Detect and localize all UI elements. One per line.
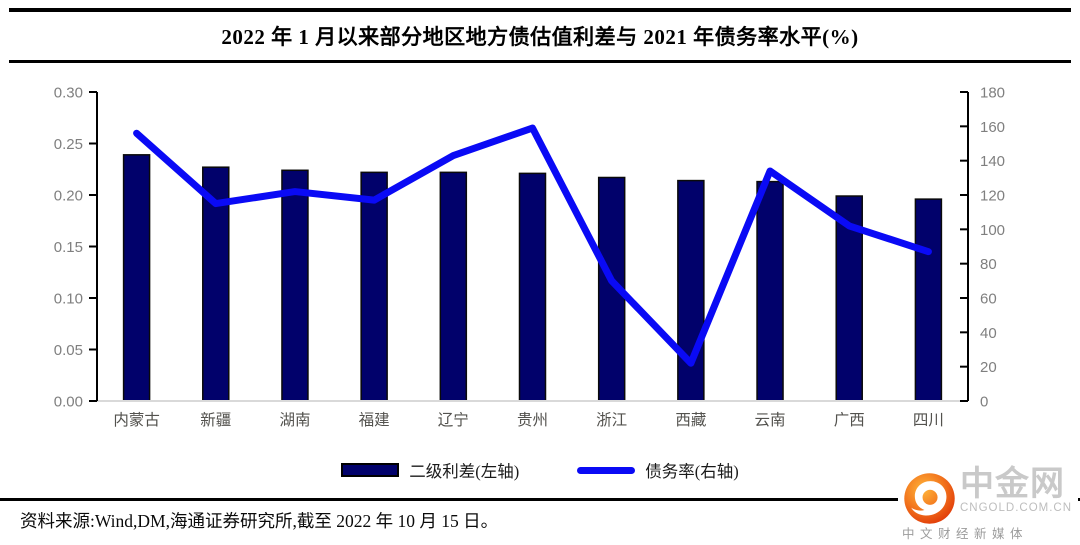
debt-ratio-line [133,124,932,367]
cngold-logo: 中金网 CNGOLD.COM.CN 中文财经新媒体 [898,466,1078,544]
logo-domain: CNGOLD.COM.CN [960,502,1073,514]
category-label: 广西 [834,411,865,429]
right-axis-tick-label: 60 [980,291,997,308]
category-label: 浙江 [596,411,627,429]
legend-label-spread: 二级利差(左轴) [409,462,520,481]
chart-title: 2022 年 1 月以来部分地区地方债估值利差与 2021 年债务率水平(%) [221,25,859,49]
legend-label-debt-ratio: 债务率(右轴) [645,462,739,481]
bar [122,154,151,402]
line-swatch-icon [577,466,636,474]
left-axis-tick-label: 0.15 [54,239,83,256]
right-axis-tick-label: 160 [980,119,1005,136]
category-label: 西藏 [675,411,706,429]
category-label: 湖南 [279,411,310,429]
bar [914,198,943,402]
left-axis-tick-label: 0.00 [54,394,83,411]
title-bar: 2022 年 1 月以来部分地区地方债估值利差与 2021 年债务率水平(%) [9,8,1071,63]
logo-tagline: 中文财经新媒体 [902,527,1029,541]
right-axis-tick-label: 100 [980,222,1005,239]
logo-text-column: 中金网 CNGOLD.COM.CN [960,466,1072,515]
logo-title: 中金网 [960,465,1065,503]
category-label: 贵州 [517,411,548,429]
right-axis-tick-label: 140 [980,153,1005,170]
left-axis-tick-label: 0.25 [54,136,83,153]
cngold-flame-icon [904,473,955,524]
footer-divider [0,498,1080,501]
legend-item-debt-ratio: 债务率(右轴) [577,458,739,482]
category-label: 云南 [755,411,786,429]
bar [518,172,547,402]
bar [281,169,309,402]
bar [677,179,705,402]
category-label: 内蒙古 [113,411,160,429]
right-axis-tick-label: 80 [980,256,997,273]
right-axis-tick-label: 180 [980,85,1005,102]
chart-legend: 二级利差(左轴) 债务率(右轴) [0,458,1080,482]
legend-item-spread: 二级利差(左轴) [341,458,519,482]
left-axis-tick-label: 0.10 [54,291,83,308]
left-axis-tick-label: 0.05 [54,342,83,359]
right-axis-tick-label: 40 [980,325,997,342]
logo-row: 中金网 CNGOLD.COM.CN [902,466,1078,526]
category-label: 四川 [913,412,944,429]
source-note: 资料来源:Wind,DM,海通证券研究所,截至 2022 年 10 月 15 日… [20,511,499,531]
category-label: 辽宁 [438,411,469,429]
left-axis-tick-label: 0.20 [54,188,83,205]
bar-swatch-icon [341,463,400,477]
combo-chart-canvas: 0.00 0.05 0.10 0.15 0.20 0.25 0.30 0 20 40 60 80 100… [54,85,1005,430]
bar [439,171,468,402]
right-axis-tick-label: 0 [980,394,988,411]
category-label: 新疆 [200,411,231,429]
bar [360,171,388,402]
right-axis-tick-label: 120 [980,188,1005,205]
bar [756,180,784,402]
left-axis-tick-label: 0.30 [54,85,83,102]
category-label: 福建 [359,411,390,429]
right-axis-tick-label: 20 [980,359,997,376]
